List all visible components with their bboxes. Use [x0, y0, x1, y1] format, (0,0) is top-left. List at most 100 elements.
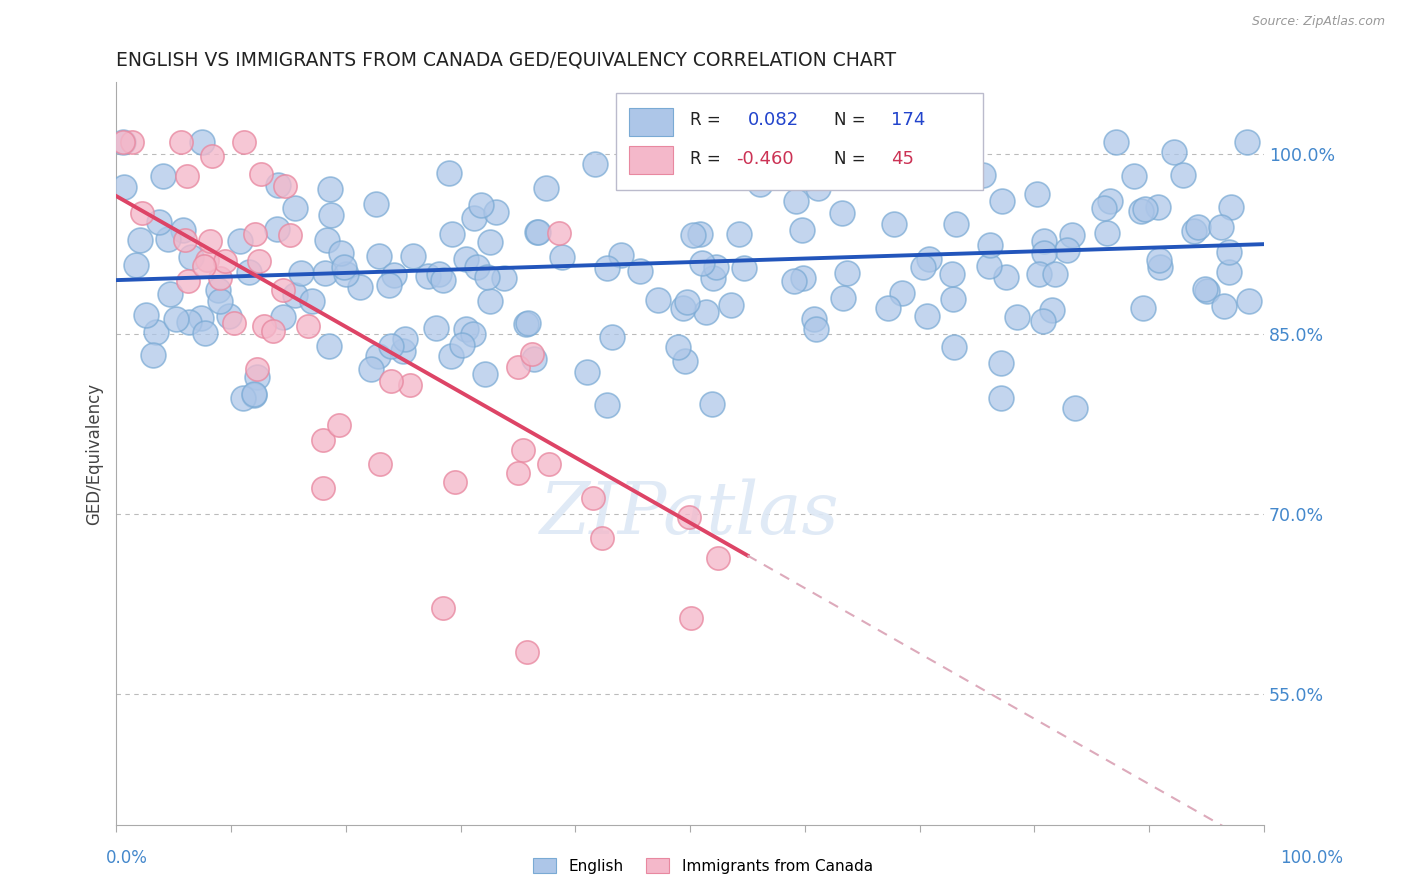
Point	[1123, 169, 1146, 184]
Point	[131, 206, 153, 220]
Point	[266, 222, 288, 236]
Point	[124, 258, 146, 272]
Point	[450, 338, 472, 352]
Point	[474, 368, 496, 382]
Point	[1218, 245, 1240, 260]
Point	[1220, 200, 1243, 214]
Point	[284, 201, 307, 215]
Point	[628, 263, 651, 277]
Point	[274, 178, 297, 193]
Point	[595, 398, 617, 412]
Point	[508, 359, 530, 374]
Text: 0.082: 0.082	[748, 112, 799, 129]
Point	[318, 338, 340, 352]
Point	[176, 169, 198, 183]
Point	[1147, 253, 1170, 268]
Point	[1032, 245, 1054, 260]
Point	[700, 397, 723, 411]
Point	[218, 309, 240, 323]
Point	[924, 164, 946, 178]
Point	[1007, 310, 1029, 324]
Point	[470, 198, 492, 212]
Point	[733, 260, 755, 275]
Point	[197, 253, 219, 268]
Point	[890, 285, 912, 300]
Point	[463, 211, 485, 226]
Point	[707, 136, 730, 150]
Point	[693, 136, 716, 150]
Point	[319, 182, 342, 196]
Point	[792, 223, 814, 237]
FancyBboxPatch shape	[616, 94, 983, 190]
Point	[942, 340, 965, 354]
Point	[1099, 194, 1122, 209]
Point	[724, 169, 747, 184]
Point	[672, 301, 695, 315]
Point	[145, 325, 167, 339]
Point	[1218, 265, 1240, 279]
Point	[917, 309, 939, 323]
Point	[179, 315, 201, 329]
Legend: English, Immigrants from Canada: English, Immigrants from Canada	[527, 852, 879, 880]
Point	[508, 466, 530, 480]
Point	[129, 234, 152, 248]
Point	[391, 344, 413, 359]
Point	[200, 234, 222, 248]
Point	[1197, 284, 1219, 298]
Point	[440, 227, 463, 242]
Point	[214, 253, 236, 268]
Point	[548, 226, 571, 240]
Point	[366, 197, 388, 211]
Point	[520, 347, 543, 361]
Point	[583, 157, 606, 171]
Point	[465, 260, 488, 274]
Point	[1032, 314, 1054, 328]
Point	[152, 169, 174, 184]
Point	[832, 291, 855, 305]
Point	[312, 481, 335, 495]
Point	[245, 227, 267, 242]
Text: R =: R =	[690, 150, 725, 168]
Text: 45: 45	[891, 150, 914, 168]
Point	[1092, 201, 1115, 215]
Point	[596, 260, 619, 275]
Point	[837, 136, 859, 150]
Point	[792, 271, 814, 285]
Point	[1028, 267, 1050, 281]
Point	[245, 362, 267, 376]
Point	[432, 601, 454, 615]
Point	[1105, 136, 1128, 150]
Point	[979, 260, 1001, 274]
Point	[1056, 243, 1078, 257]
Point	[402, 249, 425, 263]
Point	[314, 266, 336, 280]
Point	[382, 268, 405, 282]
Point	[463, 327, 485, 342]
Point	[238, 265, 260, 279]
Point	[290, 266, 312, 280]
Point	[432, 273, 454, 287]
Point	[416, 268, 439, 283]
Point	[328, 418, 350, 433]
Point	[1237, 294, 1260, 309]
FancyBboxPatch shape	[630, 146, 673, 175]
Point	[1213, 299, 1236, 313]
Point	[538, 457, 561, 471]
Point	[378, 277, 401, 292]
Point	[1236, 136, 1258, 150]
Point	[876, 301, 898, 315]
Point	[478, 235, 501, 249]
Point	[368, 249, 391, 263]
Point	[942, 293, 965, 307]
Point	[883, 217, 905, 231]
Point	[262, 324, 284, 338]
Point	[918, 252, 941, 267]
Point	[804, 322, 827, 336]
Point	[172, 222, 194, 236]
Point	[208, 270, 231, 285]
Point	[222, 316, 245, 330]
Point	[232, 391, 254, 405]
Point	[492, 270, 515, 285]
Point	[301, 294, 323, 309]
Point	[1182, 224, 1205, 238]
